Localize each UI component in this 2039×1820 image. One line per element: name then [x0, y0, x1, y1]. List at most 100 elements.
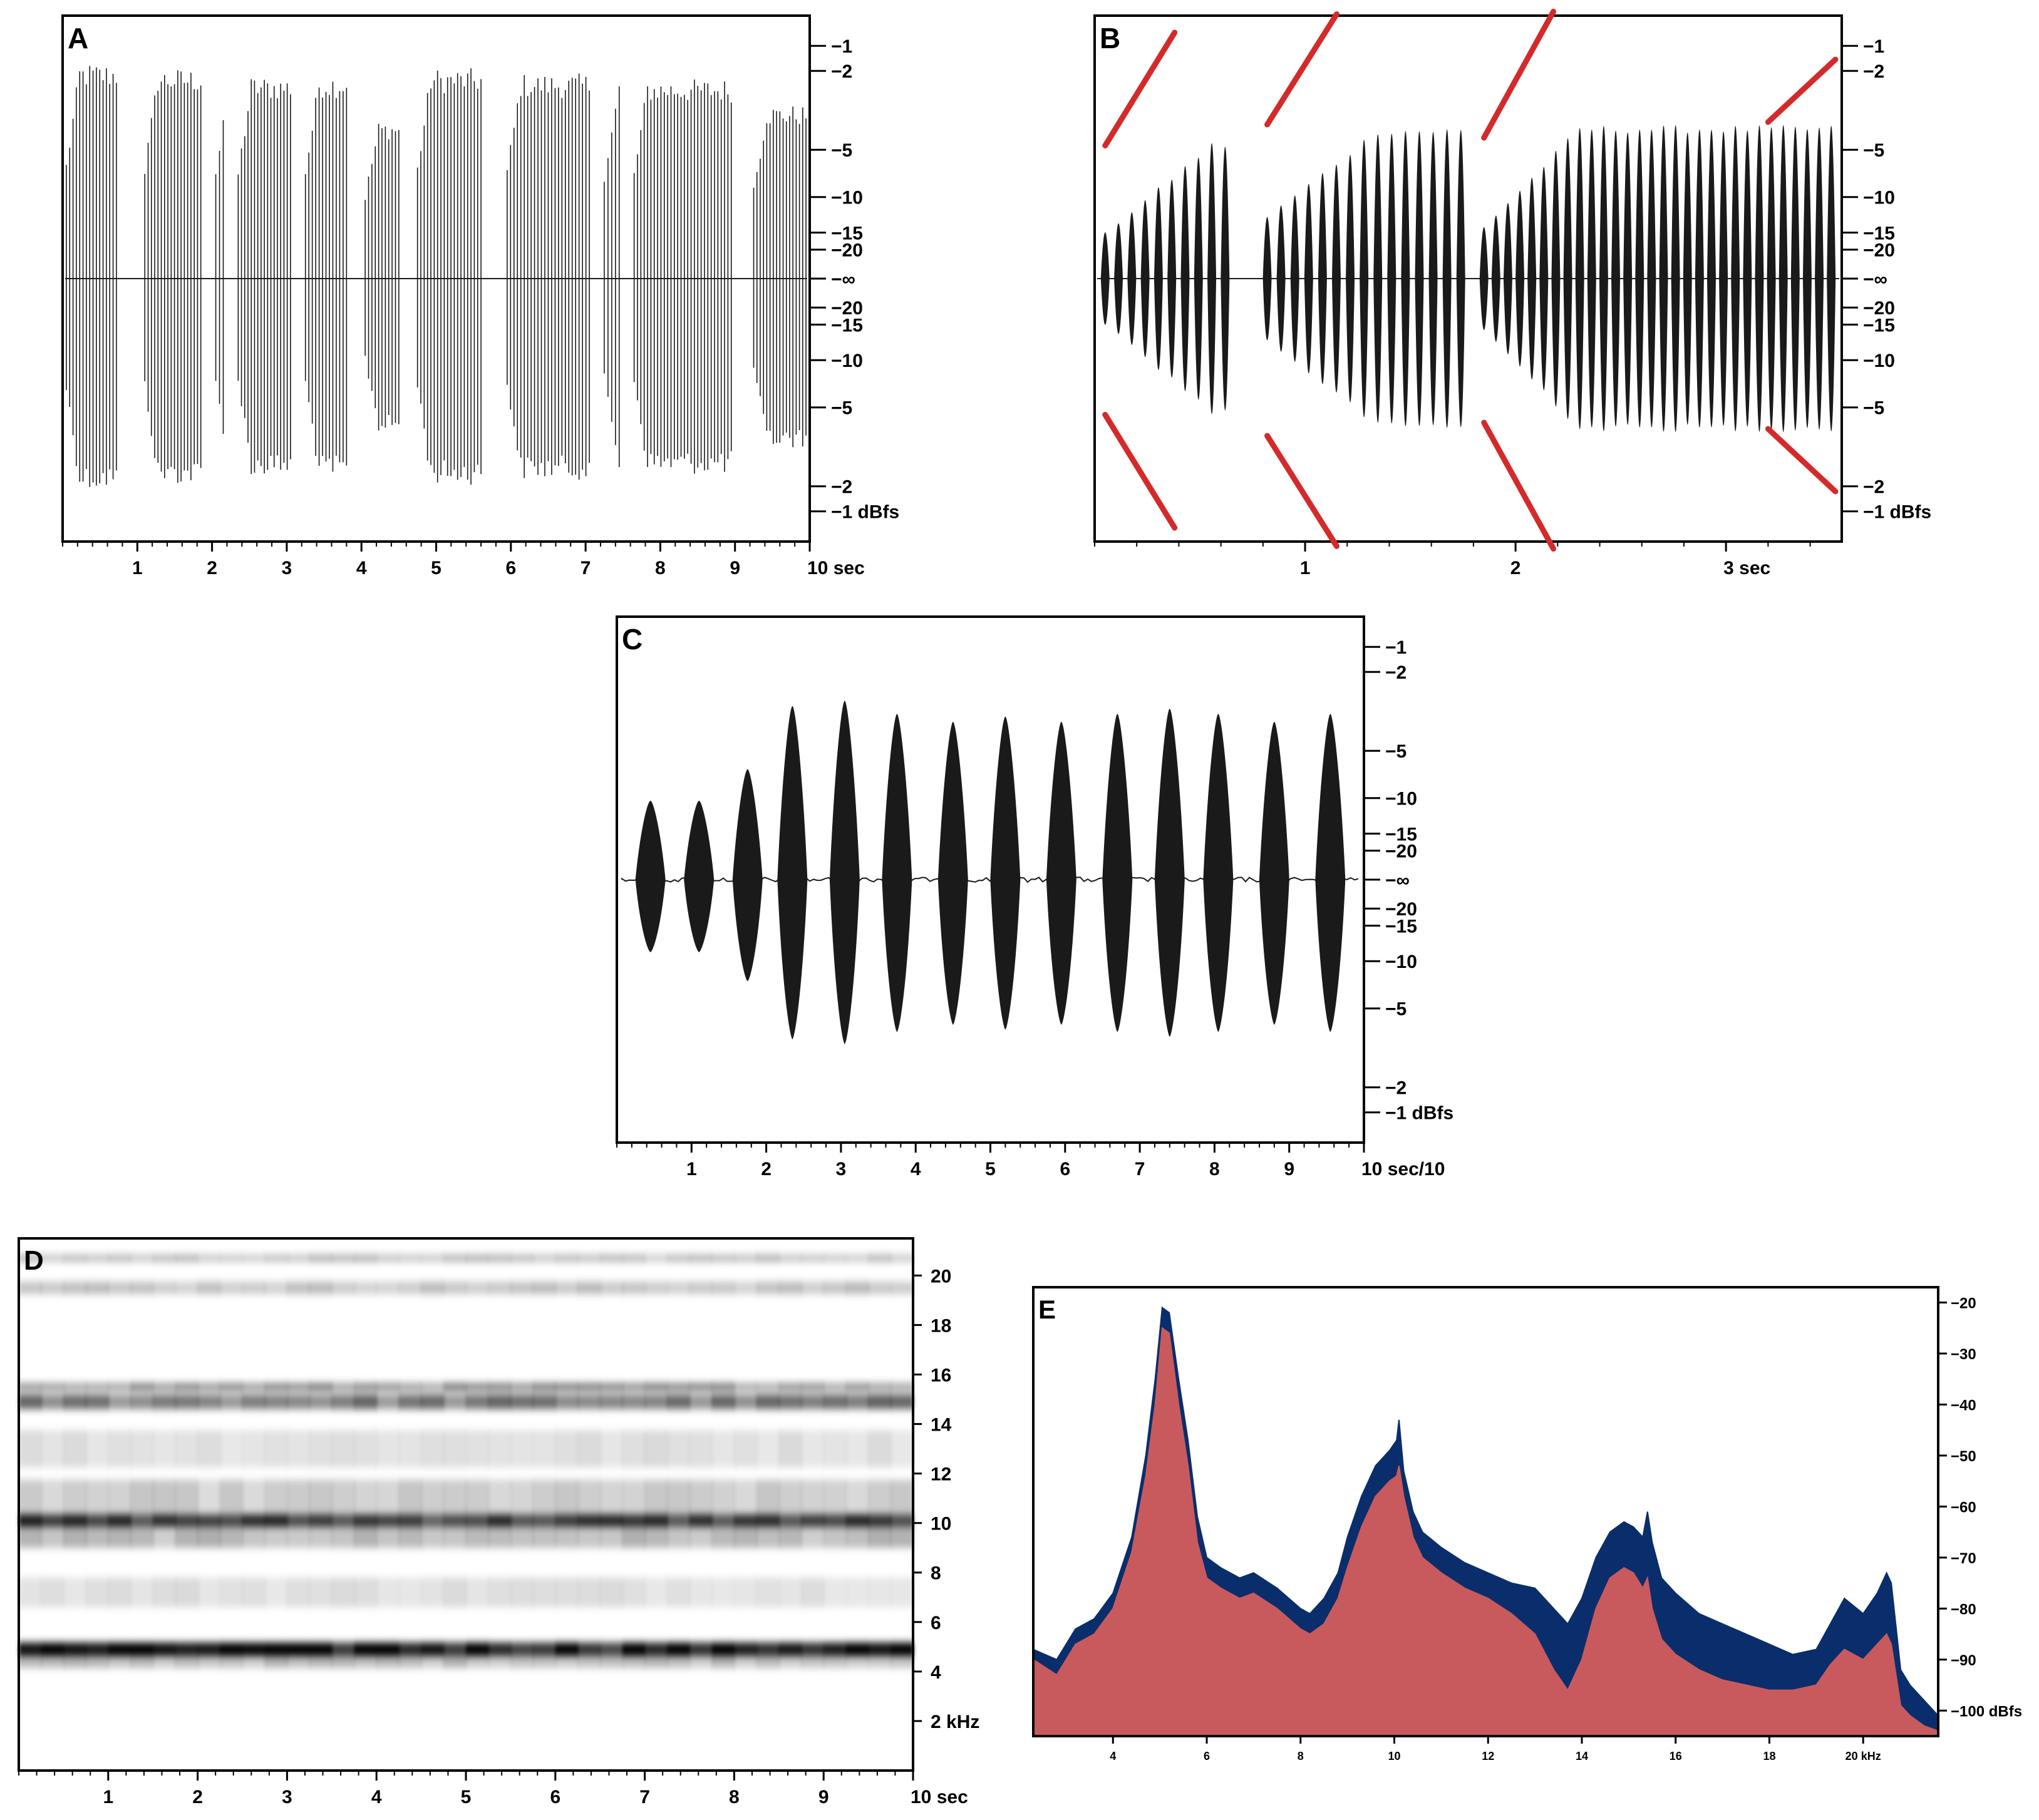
band-1 [622, 1642, 646, 1657]
y-tick-label: −20 [1385, 841, 1417, 862]
x-tick-label: 3 [282, 1787, 292, 1807]
band-4 [108, 1518, 132, 1548]
band-10 [868, 1282, 892, 1294]
x-tick-label: 5 [431, 558, 441, 578]
pulse [1659, 125, 1668, 432]
pulse [1491, 215, 1500, 342]
band-2 [845, 1655, 869, 1668]
band-4 [801, 1518, 825, 1548]
band-5 [331, 1479, 355, 1517]
band-2 [130, 1655, 154, 1668]
band-5 [376, 1479, 400, 1517]
band-2 [868, 1655, 892, 1668]
band-5 [421, 1479, 445, 1517]
band-11 [644, 1254, 668, 1262]
band-8 [376, 1430, 400, 1468]
band-9 [600, 1577, 623, 1608]
band-10 [622, 1282, 646, 1294]
x-tick-label: 2 [207, 558, 217, 578]
band-5 [354, 1479, 378, 1517]
band-7 [331, 1383, 355, 1391]
band-5 [488, 1479, 512, 1517]
band-9 [220, 1577, 243, 1608]
band-11 [711, 1254, 735, 1262]
burst-5 [304, 81, 348, 472]
spectrum-average-area [1033, 1327, 1939, 1737]
band-8 [756, 1430, 780, 1468]
pulse [1706, 130, 1716, 428]
band-6 [398, 1394, 422, 1409]
band-2 [622, 1655, 646, 1668]
band-9 [644, 1577, 668, 1608]
band-5 [86, 1479, 109, 1517]
band-9 [823, 1577, 847, 1608]
band-10 [443, 1282, 467, 1294]
band-2 [287, 1655, 311, 1668]
onset-marker-upper [1481, 8, 1557, 141]
band-7 [63, 1383, 87, 1391]
band-1 [845, 1642, 869, 1657]
band-1 [376, 1642, 400, 1657]
x-tick-label: 14 [1576, 1750, 1588, 1762]
band-5 [845, 1479, 869, 1517]
band-1 [242, 1642, 266, 1657]
band-1 [510, 1642, 534, 1657]
band-11 [823, 1254, 847, 1262]
band-8 [175, 1430, 199, 1468]
band-9 [63, 1577, 87, 1608]
band-6 [466, 1394, 489, 1409]
pulse [1683, 132, 1692, 425]
band-11 [801, 1254, 825, 1262]
onset-marker-lower [1264, 433, 1340, 549]
band-4 [756, 1518, 780, 1548]
band-7 [823, 1383, 847, 1391]
band-4 [130, 1518, 154, 1548]
band-1 [108, 1642, 132, 1657]
band-1 [667, 1642, 690, 1657]
pulse-6 [882, 714, 912, 1032]
pulse-14 [1315, 714, 1346, 1032]
band-11 [197, 1254, 221, 1262]
pulse-2 [684, 801, 715, 952]
band-7 [130, 1383, 154, 1391]
band-2 [421, 1655, 445, 1668]
band-7 [555, 1383, 579, 1391]
band-2 [197, 1655, 221, 1668]
band-6 [19, 1394, 42, 1409]
band-10 [19, 1282, 42, 1294]
pulse [1290, 195, 1299, 362]
band-1 [778, 1642, 802, 1657]
band-11 [533, 1254, 556, 1262]
band-1 [689, 1642, 713, 1657]
band-9 [398, 1577, 422, 1608]
band-7 [890, 1383, 914, 1391]
band-5 [19, 1479, 42, 1517]
band-6 [354, 1394, 378, 1409]
x-tick-label: 10 sec/10 [1361, 1159, 1445, 1180]
band-6 [622, 1394, 646, 1409]
band-9 [756, 1577, 780, 1608]
band-11 [242, 1254, 266, 1262]
onset-marker-lower [1481, 419, 1557, 552]
band-7 [376, 1383, 400, 1391]
band-4 [711, 1518, 735, 1548]
band-6 [309, 1394, 333, 1409]
band-5 [197, 1479, 221, 1517]
y-tick-label: −80 [1951, 1601, 1976, 1618]
band-11 [63, 1254, 87, 1262]
band-6 [734, 1394, 758, 1409]
band-7 [309, 1383, 333, 1391]
band-5 [868, 1479, 892, 1517]
band-5 [622, 1479, 646, 1517]
band-4 [778, 1518, 802, 1548]
band-4 [868, 1518, 892, 1548]
band-11 [398, 1254, 422, 1262]
band-10 [801, 1282, 825, 1294]
band-7 [398, 1383, 422, 1391]
pulse-5 [829, 701, 860, 1044]
band-8 [86, 1430, 109, 1468]
band-8 [421, 1430, 445, 1468]
